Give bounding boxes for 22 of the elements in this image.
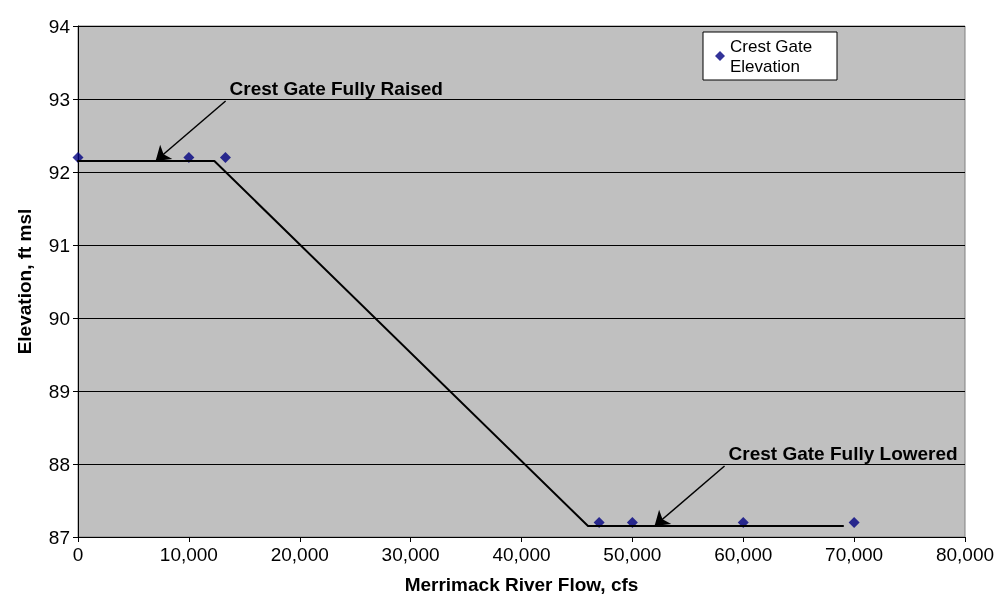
y-tick-label: 87	[48, 526, 70, 548]
x-tick-label: 20,000	[270, 544, 329, 565]
x-tick-label: 50,000	[603, 544, 662, 565]
y-tick-label: 93	[48, 88, 70, 110]
y-tick-label: 88	[48, 453, 70, 475]
x-axis-title: Merrimack River Flow, cfs	[404, 574, 639, 595]
y-tick-label: 92	[48, 161, 70, 183]
x-tick-label: 0	[72, 544, 84, 565]
y-tick-label: 90	[48, 307, 70, 329]
annotation: Crest Gate Fully Raised	[229, 78, 443, 100]
y-axis-title: Elevation, ft msl	[14, 208, 35, 355]
x-tick-label: 70,000	[825, 544, 884, 565]
x-tick-label: 80,000	[935, 544, 995, 565]
y-tick-label: 89	[48, 380, 70, 402]
y-tick-label: 91	[48, 234, 70, 256]
x-tick-label: 60,000	[714, 544, 773, 565]
legend-label: Crest Gate Elevation	[730, 36, 817, 76]
x-tick-label: 40,000	[492, 544, 551, 565]
annotation: Crest Gate Fully Lowered	[728, 443, 958, 465]
x-tick-label: 10,000	[159, 544, 218, 565]
y-tick-label: 94	[48, 15, 71, 37]
x-tick-label: 30,000	[381, 544, 440, 565]
